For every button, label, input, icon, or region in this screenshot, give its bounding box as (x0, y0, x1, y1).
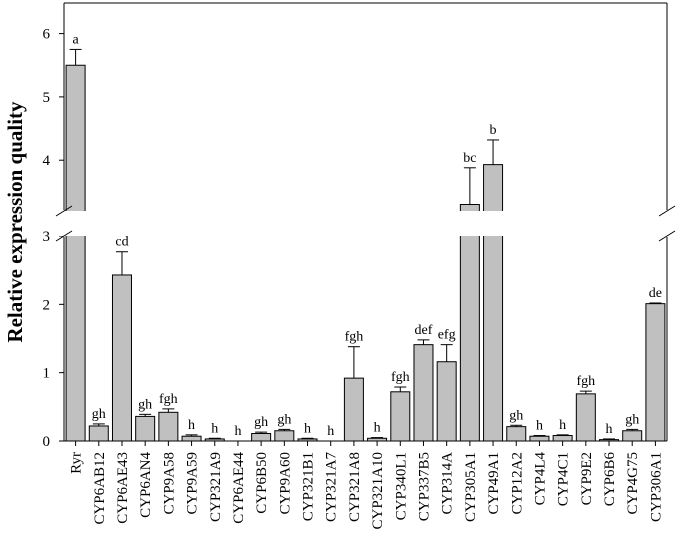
x-tick-label: CYP306A1 (648, 452, 664, 522)
y-tick-label: 1 (43, 366, 51, 382)
break-gap (52, 211, 679, 236)
bar (135, 415, 156, 442)
significance-letter: gh (92, 407, 106, 422)
y-tick-label: 2 (43, 297, 51, 313)
break-mark (55, 205, 73, 217)
break-mark (658, 230, 676, 242)
x-tick-label: CYP4L4 (532, 452, 548, 506)
significance-letter: h (188, 418, 195, 433)
x-tick-label: CYP6AE44 (231, 452, 247, 524)
x-tick-label: CYP4G75 (625, 452, 641, 515)
bar (390, 391, 411, 442)
axes: 0 1 2 3 4 5 6 (43, 2, 668, 450)
significance-letter: fgh (159, 392, 178, 407)
significance-letter: h (327, 424, 334, 439)
x-tick-label: CYP340L1 (393, 452, 409, 520)
x-tick-label: CYP321B1 (301, 452, 317, 521)
break-mark (658, 205, 676, 217)
x-tick-label: CYP9E2 (579, 452, 595, 505)
bar (622, 430, 643, 442)
y-tick-label: 6 (43, 27, 51, 43)
significance-letter: gh (138, 397, 152, 412)
x-tick-label: CYP314A (440, 452, 456, 515)
x-tick-label: CYP12A2 (509, 452, 525, 515)
x-tick-label: CYP9A60 (277, 452, 293, 515)
bar (552, 435, 573, 442)
x-tick-label: CYP321A9 (208, 452, 224, 522)
x-tick-label: CYP6AE43 (115, 452, 131, 524)
bar (506, 426, 527, 442)
significance-letter: h (304, 421, 311, 436)
y-tick-label: 3 (43, 229, 51, 245)
bar (483, 164, 504, 442)
significance-letter: fgh (391, 370, 410, 385)
significance-letter: bc (463, 151, 476, 166)
significance-letter: fgh (576, 374, 595, 389)
significance-letter: gh (509, 408, 523, 423)
x-tick-label: CYP321A10 (370, 452, 386, 530)
significance-letter: h (536, 419, 543, 434)
significance-letter: cd (115, 235, 128, 250)
bar (459, 204, 480, 442)
bar (65, 64, 86, 442)
significance-letter: gh (625, 412, 639, 427)
x-tick-label: CYP337B5 (416, 452, 432, 521)
significance-letter: h (606, 422, 613, 437)
bar (297, 438, 318, 442)
bar (436, 361, 457, 442)
bar (88, 425, 109, 442)
y-tick-label: 0 (43, 434, 51, 450)
x-tick-label: CYP321A7 (324, 452, 340, 523)
significance-letter: h (211, 421, 218, 436)
significance-letter: h (559, 418, 566, 433)
bar (343, 377, 364, 442)
bar (575, 393, 596, 442)
bar (274, 430, 295, 442)
x-tick-label: CYP49A1 (486, 452, 502, 515)
x-tick-labels: Ryr CYP6AB12 CYP6AE43 CYP6AN4 CYP9A58 CYP9A59… (69, 452, 665, 530)
bar (158, 411, 179, 442)
significance-letter: h (234, 424, 241, 439)
bar (181, 435, 202, 442)
significance-letter: efg (438, 328, 456, 343)
y-tick-label: 5 (43, 90, 51, 106)
y-tick-label: 4 (43, 153, 51, 169)
significance-letter: h (374, 421, 381, 436)
significance-letter: b (490, 123, 497, 138)
y-axis-label: Relative expression quality (3, 101, 27, 343)
x-tick-label: CYP6AN4 (138, 452, 154, 518)
significance-letter: de (649, 286, 662, 301)
bar (367, 437, 388, 442)
significance-letter: a (72, 32, 79, 47)
significance-letter: gh (277, 412, 291, 427)
x-tick-label: CYP4C1 (556, 452, 572, 506)
axis-break-marks (52, 205, 679, 242)
x-tick-label: CYP321A8 (347, 452, 363, 522)
significance-letter: def (415, 323, 433, 338)
significance-letter: fgh (345, 330, 364, 345)
x-tick-label: CYP6B50 (254, 452, 270, 514)
break-mark (55, 230, 73, 242)
x-tick-label: CYP9A59 (185, 452, 201, 515)
bar (251, 432, 272, 442)
x-tick-label: CYP305A1 (463, 452, 479, 522)
significance-letter: gh (254, 415, 268, 430)
x-tick-label: CYP9A58 (161, 452, 177, 515)
bar (204, 438, 225, 442)
bar (413, 344, 434, 442)
x-tick-label: CYP6B6 (602, 452, 618, 507)
bar (111, 274, 132, 442)
bar (599, 439, 620, 442)
bar (645, 303, 666, 442)
x-tick-label: Ryr (69, 452, 85, 474)
bar (529, 435, 550, 442)
x-tick-label: CYP6AB12 (92, 452, 108, 525)
